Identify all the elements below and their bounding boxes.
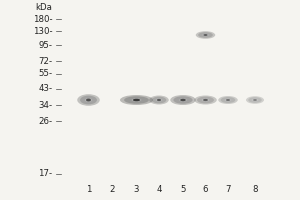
Text: 43-: 43- [38, 84, 52, 93]
Ellipse shape [132, 98, 142, 102]
Ellipse shape [120, 95, 153, 105]
Ellipse shape [196, 31, 215, 39]
Text: 34-: 34- [38, 100, 52, 110]
Text: 17-: 17- [38, 170, 52, 178]
Text: 72-: 72- [38, 56, 52, 66]
Text: 2: 2 [110, 184, 115, 194]
Ellipse shape [194, 96, 217, 104]
Text: 26-: 26- [38, 116, 52, 126]
Ellipse shape [225, 99, 231, 101]
Ellipse shape [253, 99, 257, 101]
Text: 4: 4 [156, 184, 162, 194]
Ellipse shape [250, 98, 260, 102]
Ellipse shape [173, 96, 193, 104]
Ellipse shape [177, 98, 189, 102]
Ellipse shape [85, 98, 92, 102]
Ellipse shape [152, 97, 166, 103]
Text: 95-: 95- [38, 40, 52, 49]
Ellipse shape [86, 99, 91, 101]
Text: 55-: 55- [38, 70, 52, 78]
Ellipse shape [198, 32, 213, 38]
Text: 8: 8 [252, 184, 258, 194]
Ellipse shape [218, 96, 238, 104]
Ellipse shape [133, 99, 140, 101]
Ellipse shape [201, 33, 210, 37]
Text: 3: 3 [134, 184, 139, 194]
Ellipse shape [226, 99, 230, 101]
Ellipse shape [223, 98, 233, 102]
Ellipse shape [179, 98, 187, 102]
Text: kDa: kDa [36, 2, 52, 11]
Ellipse shape [124, 96, 149, 104]
Ellipse shape [221, 97, 235, 103]
Ellipse shape [248, 97, 262, 103]
Ellipse shape [83, 97, 94, 103]
Text: 180-: 180- [33, 15, 52, 23]
Ellipse shape [180, 99, 186, 101]
Ellipse shape [77, 94, 100, 106]
Ellipse shape [202, 99, 209, 101]
Ellipse shape [154, 98, 164, 102]
Ellipse shape [246, 96, 264, 104]
Ellipse shape [202, 34, 208, 36]
Ellipse shape [156, 99, 162, 101]
Text: 1: 1 [86, 184, 91, 194]
Text: 5: 5 [180, 184, 186, 194]
Ellipse shape [203, 99, 208, 101]
Ellipse shape [170, 95, 196, 105]
Ellipse shape [80, 96, 97, 104]
Text: 130-: 130- [33, 26, 52, 36]
Ellipse shape [128, 98, 145, 102]
Ellipse shape [203, 34, 208, 36]
Ellipse shape [157, 99, 161, 101]
Ellipse shape [197, 97, 214, 103]
Text: 7: 7 [225, 184, 231, 194]
Ellipse shape [149, 96, 169, 104]
Text: 6: 6 [203, 184, 208, 194]
Ellipse shape [252, 99, 258, 101]
Ellipse shape [200, 98, 211, 102]
